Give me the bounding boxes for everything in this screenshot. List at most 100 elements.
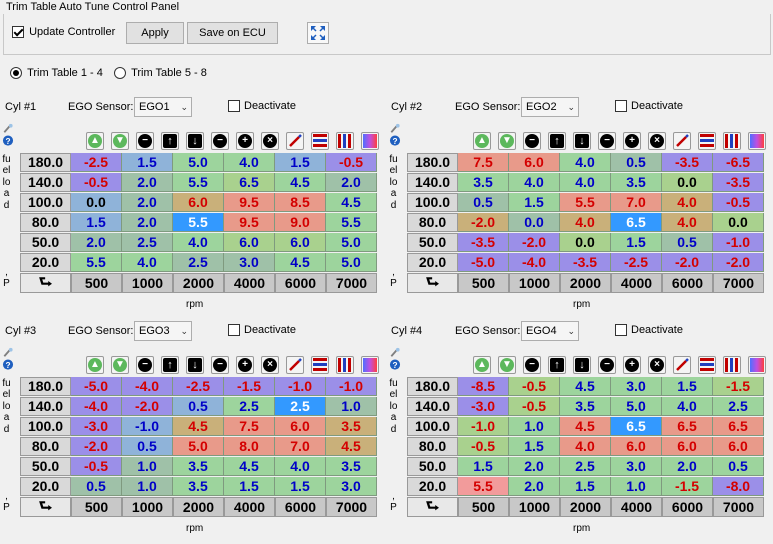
table-cell[interactable]: 7.0 (611, 193, 662, 212)
gradient-icon[interactable] (748, 356, 766, 374)
table-cell[interactable]: -4.0 (509, 253, 560, 272)
decrease-icon[interactable]: ▼ (498, 132, 516, 150)
table-cell[interactable]: -3.5 (458, 233, 509, 252)
table-cell[interactable]: 2.0 (122, 173, 173, 192)
table-cell[interactable]: -0.5 (458, 437, 509, 456)
table-cell[interactable]: 2.0 (509, 457, 560, 476)
table-cell[interactable]: -4.0 (71, 397, 122, 416)
table-cell[interactable]: 3.0 (224, 253, 275, 272)
table-cell[interactable]: 5.5 (326, 213, 377, 232)
table-cell[interactable]: 0.0 (71, 193, 122, 212)
table-cell[interactable]: 4.5 (224, 457, 275, 476)
subtract-icon[interactable]: − (598, 132, 616, 150)
minus-icon[interactable]: − (136, 356, 154, 374)
table-cell[interactable]: 4.0 (122, 253, 173, 272)
table-cell[interactable]: 1.5 (122, 153, 173, 172)
table-cell[interactable]: 4.0 (560, 173, 611, 192)
up-arrow-icon[interactable]: ↑ (161, 356, 179, 374)
help-icon[interactable]: ? (2, 123, 14, 147)
table-cell[interactable]: 2.0 (662, 457, 713, 476)
table-cell[interactable]: 4.0 (173, 233, 224, 252)
table-cell[interactable]: -0.5 (326, 153, 377, 172)
table-cell[interactable]: 2.0 (326, 173, 377, 192)
table-cell[interactable]: -3.0 (71, 417, 122, 436)
table-cell[interactable]: 1.5 (458, 457, 509, 476)
table-cell[interactable]: 4.0 (509, 173, 560, 192)
down-arrow-icon[interactable]: ↓ (186, 132, 204, 150)
ego-sensor-select[interactable]: EGO1 ⌄ (134, 97, 192, 117)
table-cell[interactable]: 1.5 (275, 153, 326, 172)
table-cell[interactable]: 6.5 (713, 417, 764, 436)
table-cell[interactable]: -3.0 (458, 397, 509, 416)
table-cell[interactable]: 1.5 (509, 193, 560, 212)
table-cell[interactable]: 4.5 (326, 193, 377, 212)
subtract-icon[interactable]: − (211, 356, 229, 374)
table-cell[interactable]: 5.0 (173, 153, 224, 172)
table-cell[interactable]: 5.5 (458, 477, 509, 496)
table-cell[interactable]: 7.0 (275, 437, 326, 456)
subtract-icon[interactable]: − (598, 356, 616, 374)
close-icon[interactable]: × (261, 356, 279, 374)
table-cell[interactable]: 4.5 (326, 437, 377, 456)
table-cell[interactable]: 0.5 (713, 457, 764, 476)
table-cell[interactable]: 4.0 (224, 153, 275, 172)
down-arrow-icon[interactable]: ↓ (573, 356, 591, 374)
table-cell[interactable]: -1.0 (326, 377, 377, 396)
table-cell[interactable]: -3.5 (560, 253, 611, 272)
table-cell[interactable]: 6.0 (611, 437, 662, 456)
ego-sensor-select[interactable]: EGO3 ⌄ (134, 321, 192, 341)
radio-trim-1-4[interactable]: Trim Table 1 - 4 (10, 67, 103, 80)
table-cell[interactable]: 2.0 (71, 233, 122, 252)
table-cell[interactable]: 1.5 (611, 233, 662, 252)
help-icon[interactable]: ? (2, 347, 14, 371)
gradient-icon[interactable] (361, 132, 379, 150)
color-rows-icon[interactable] (311, 356, 329, 374)
table-cell[interactable]: -2.0 (122, 397, 173, 416)
checkbox-box[interactable] (615, 324, 627, 337)
table-cell[interactable]: 5.5 (173, 173, 224, 192)
table-cell[interactable]: -0.5 (713, 193, 764, 212)
minus-icon[interactable]: − (523, 132, 541, 150)
table-cell[interactable]: 0.5 (173, 397, 224, 416)
table-cell[interactable]: -1.0 (275, 377, 326, 396)
radio-dot[interactable] (10, 67, 22, 80)
table-cell[interactable]: -2.5 (611, 253, 662, 272)
increase-icon[interactable]: ▲ (86, 132, 104, 150)
table-cell[interactable]: 5.0 (326, 253, 377, 272)
table-cell[interactable]: -2.0 (71, 437, 122, 456)
table-cell[interactable]: 4.5 (560, 377, 611, 396)
table-cell[interactable]: 6.5 (224, 173, 275, 192)
table-cell[interactable]: -0.5 (509, 377, 560, 396)
subtract-icon[interactable]: − (211, 132, 229, 150)
table-cell[interactable]: 4.0 (662, 213, 713, 232)
gradient-icon[interactable] (748, 132, 766, 150)
table-cell[interactable]: 6.0 (713, 437, 764, 456)
table-cell[interactable]: -1.5 (224, 377, 275, 396)
table-cell[interactable]: 1.5 (509, 437, 560, 456)
table-cell[interactable]: 3.5 (326, 457, 377, 476)
corner-arrow-icon[interactable]: ⮑ (20, 497, 71, 517)
gradient-icon[interactable] (361, 356, 379, 374)
table-cell[interactable]: 4.0 (662, 397, 713, 416)
table-cell[interactable]: 2.5 (275, 397, 326, 416)
table-cell[interactable]: 1.0 (326, 397, 377, 416)
table-cell[interactable]: 0.5 (611, 153, 662, 172)
table-cell[interactable]: 2.5 (122, 233, 173, 252)
edit-icon[interactable] (673, 356, 691, 374)
corner-arrow-icon[interactable]: ⮑ (407, 273, 458, 293)
table-cell[interactable]: 4.0 (560, 153, 611, 172)
add-icon[interactable]: + (236, 356, 254, 374)
table-cell[interactable]: 2.5 (560, 457, 611, 476)
table-cell[interactable]: 5.5 (173, 213, 224, 232)
table-cell[interactable]: 4.0 (662, 193, 713, 212)
color-columns-icon[interactable] (723, 132, 741, 150)
update-controller-checkbox[interactable]: Update Controller (12, 26, 115, 39)
table-cell[interactable]: -1.0 (458, 417, 509, 436)
table-cell[interactable]: -3.5 (713, 173, 764, 192)
add-icon[interactable]: + (236, 132, 254, 150)
table-cell[interactable]: 1.0 (122, 457, 173, 476)
table-cell[interactable]: 5.5 (560, 193, 611, 212)
table-cell[interactable]: 9.5 (224, 213, 275, 232)
decrease-icon[interactable]: ▼ (111, 356, 129, 374)
checkbox-box[interactable] (615, 100, 627, 113)
